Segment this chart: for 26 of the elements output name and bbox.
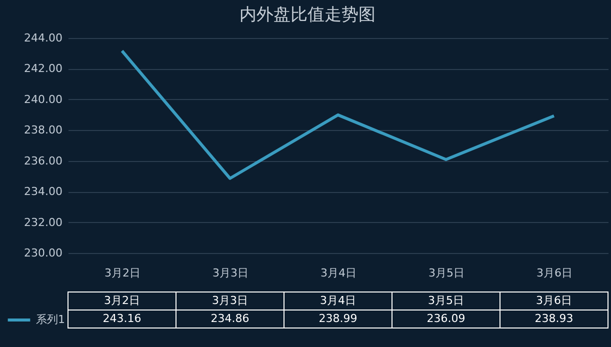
x-tick-label: 3月6日 bbox=[536, 266, 572, 280]
x-tick-label: 3月3日 bbox=[212, 266, 248, 280]
data-label: 243.16 bbox=[102, 312, 142, 325]
category-label: 3月2日 bbox=[104, 294, 140, 307]
y-tick-label: 234.00 bbox=[24, 185, 62, 198]
x-tick-label: 3月4日 bbox=[320, 266, 356, 280]
y-tick-label: 236.00 bbox=[24, 154, 62, 168]
y-tick-label: 238.00 bbox=[24, 124, 62, 137]
chart-title: 内外盘比值走势图 bbox=[239, 5, 376, 25]
y-tick-label: 240.00 bbox=[24, 92, 62, 106]
line-series bbox=[120, 49, 556, 180]
category-label: 3月3日 bbox=[212, 294, 248, 307]
x-tick-label: 3月5日 bbox=[428, 266, 464, 280]
y-tick-label: 232.00 bbox=[24, 216, 62, 229]
category-label: 3月6日 bbox=[536, 294, 572, 307]
category-label: 3月4日 bbox=[320, 294, 356, 307]
data-label: 234.86 bbox=[210, 312, 250, 325]
data-label: 236.09 bbox=[426, 312, 466, 325]
y-tick-label: 230.00 bbox=[24, 246, 62, 260]
data-label: 238.93 bbox=[534, 312, 574, 325]
category-label: 3月5日 bbox=[428, 294, 464, 307]
y-tick-label: 242.00 bbox=[24, 62, 62, 76]
data-label: 238.99 bbox=[318, 312, 358, 325]
legend-label: 系列1 bbox=[36, 313, 65, 326]
y-tick-label: 244.00 bbox=[24, 32, 62, 44]
x-tick-label: 3月2日 bbox=[104, 266, 140, 280]
